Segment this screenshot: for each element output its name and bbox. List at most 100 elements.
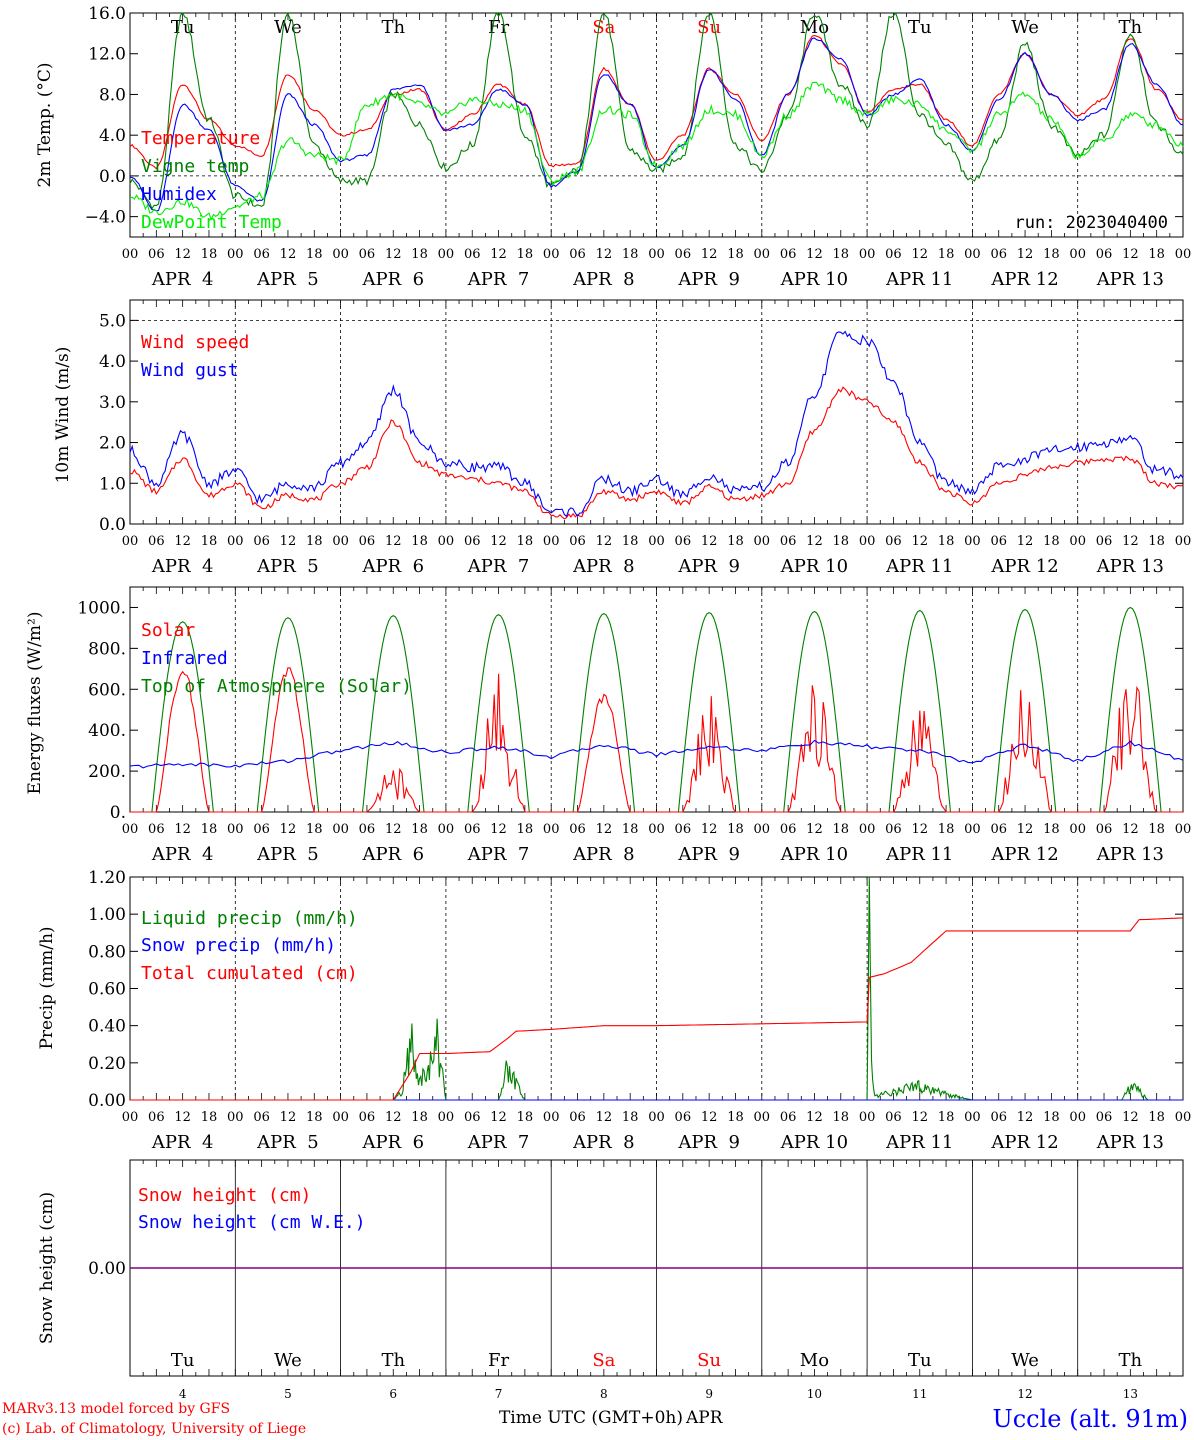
x-hour-tick-label: 06: [675, 247, 692, 262]
x-hour-tick-label: 18: [306, 247, 323, 262]
y-tick-label: 400.: [88, 721, 126, 741]
lab-credit: (c) Lab. of Climatology, University of L…: [2, 1421, 306, 1437]
x-hour-tick-label: 18: [1043, 247, 1060, 262]
plot-frame: [129, 586, 1184, 813]
x-hour-tick-label: 18: [833, 822, 850, 837]
series-infrared-line: [129, 739, 1184, 769]
x-hour-tick-label: 18: [833, 534, 850, 549]
x-hour-tick-label: 00: [227, 247, 244, 262]
x-hour-tick-label: 12: [596, 534, 613, 549]
plot-frame: [129, 299, 1184, 525]
precip-y-axis-label: Precip (mm/h): [37, 926, 57, 1049]
legend-temperature: Temperature: [141, 128, 260, 149]
x-date-label: APR 11: [885, 556, 953, 577]
series-total-cumulated-cm--line: [130, 917, 1184, 1101]
x-hour-tick-label: 00: [1069, 534, 1086, 549]
x-hour-tick-label: 18: [727, 534, 744, 549]
x-day-number: 9: [705, 1387, 713, 1401]
weekday-label: Th: [381, 17, 405, 38]
x-hour-tick-label: 12: [385, 822, 402, 837]
x-hour-tick-label: 12: [174, 1110, 191, 1125]
x-hour-tick-label: 12: [1122, 247, 1139, 262]
x-hour-tick-label: 06: [780, 247, 797, 262]
x-hour-tick-label: 06: [990, 247, 1007, 262]
x-hour-tick-label: 12: [911, 822, 928, 837]
x-hour-tick-label: 00: [964, 1110, 981, 1125]
x-date-label: APR 7: [467, 1132, 530, 1153]
x-hour-tick-label: 00: [438, 534, 455, 549]
x-hour-tick-label: 12: [806, 822, 823, 837]
y-tick-label: 0.00: [88, 1091, 126, 1111]
x-hour-tick-label: 00: [859, 822, 876, 837]
y-tick-label: 600.: [88, 680, 126, 700]
x-hour-tick-label: 00: [859, 247, 876, 262]
legend-solar: Solar: [141, 620, 195, 641]
wind-y-axis-label: 10m Wind (m/s): [53, 347, 73, 484]
x-hour-tick-label: 18: [1148, 534, 1165, 549]
x-hour-tick-label: 06: [780, 534, 797, 549]
weekday-label: Tu: [171, 1350, 195, 1371]
x-date-label: APR 6: [361, 1132, 424, 1153]
x-date-label: APR 5: [256, 1132, 319, 1153]
y-tick-label: 0.40: [88, 1017, 126, 1037]
weekday-label: Tu: [171, 17, 195, 38]
x-hour-tick-label: 12: [911, 534, 928, 549]
x-hour-tick-label: 00: [122, 534, 139, 549]
legend-humidex: Humidex: [141, 184, 217, 205]
x-hour-tick-label: 00: [122, 822, 139, 837]
weekday-label: Th: [381, 1350, 405, 1371]
y-tick-label: 8.0: [99, 85, 126, 105]
x-hour-tick-label: 06: [1096, 822, 1113, 837]
x-day-number: 7: [495, 1387, 503, 1401]
y-tick-label: 2.0: [99, 434, 126, 454]
x-date-label: APR 9: [677, 269, 740, 290]
x-date-label: APR 12: [990, 269, 1058, 290]
series-humidex-line: [129, 37, 1184, 212]
x-hour-tick-label: 06: [1096, 534, 1113, 549]
x-hour-tick-label: 06: [885, 822, 902, 837]
x-hour-tick-label: 06: [464, 534, 481, 549]
x-hour-tick-label: 12: [174, 534, 191, 549]
x-hour-tick-label: 12: [806, 1110, 823, 1125]
x-date-label: APR 5: [256, 844, 319, 865]
x-hour-tick-label: 12: [806, 534, 823, 549]
series-solar-line: [130, 667, 1183, 813]
x-hour-tick-label: 06: [253, 1110, 270, 1125]
x-hour-tick-label: 18: [727, 247, 744, 262]
x-hour-tick-label: 00: [648, 822, 665, 837]
x-hour-tick-label: 00: [438, 822, 455, 837]
weekday-label: We: [274, 17, 302, 38]
x-hour-tick-label: 12: [1017, 1110, 1034, 1125]
x-hour-tick-label: 00: [754, 534, 771, 549]
x-date-label: APR 9: [677, 556, 740, 577]
weekday-label: We: [1011, 17, 1039, 38]
x-hour-tick-label: 12: [174, 247, 191, 262]
x-hour-tick-label: 00: [543, 1110, 560, 1125]
x-hour-tick-label: 00: [1175, 1110, 1192, 1125]
x-hour-tick-label: 18: [1043, 822, 1060, 837]
temperature-y-axis-label: 2m Temp. (°C): [35, 62, 55, 187]
y-tick-label: 800.: [88, 639, 126, 659]
x-hour-tick-label: 12: [280, 247, 297, 262]
x-hour-tick-label: 18: [938, 822, 955, 837]
x-hour-tick-label: 00: [754, 822, 771, 837]
x-date-label: APR 11: [885, 1132, 953, 1153]
snow-panel: 0.00 Tu We Th Fr Sa Su Mo Tu We Th 4 5 6 7 8 9 10 11 12 13 S…: [37, 1159, 1184, 1401]
x-axis-month: APR: [685, 1408, 724, 1428]
x-date-label: APR 7: [467, 844, 530, 865]
x-hour-tick-label: 06: [675, 1110, 692, 1125]
legend-dewpoint-temp: DewPoint Temp: [141, 212, 282, 233]
y-tick-label: 0.0: [99, 167, 126, 187]
legend-liquid-precip: Liquid precip (mm/h): [141, 908, 358, 929]
y-tick-label: 200.: [88, 762, 126, 782]
x-date-label: APR 8: [572, 269, 635, 290]
series-wind-gust-line: [129, 330, 1184, 518]
x-hour-tick-label: 18: [1043, 534, 1060, 549]
x-day-number: 8: [600, 1387, 608, 1401]
x-day-number: 4: [179, 1387, 187, 1401]
y-tick-label: 1.0: [99, 474, 126, 494]
x-date-label: APR 4: [151, 556, 214, 577]
x-hour-tick-label: 00: [964, 822, 981, 837]
legend-total-cumulated: Total cumulated (cm): [141, 963, 358, 984]
x-day-number: 13: [1123, 1387, 1138, 1401]
